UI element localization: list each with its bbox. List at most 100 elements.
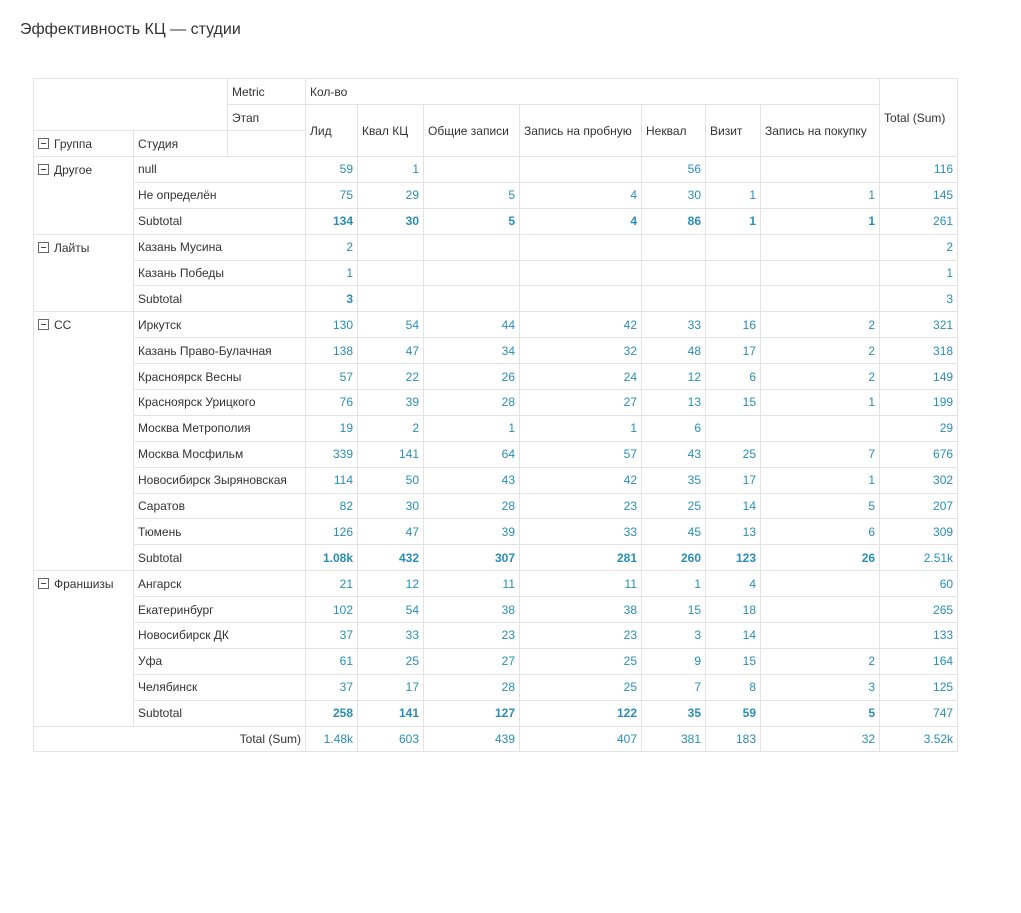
value-cell: 30 — [357, 207, 424, 235]
value-cell: 14 — [705, 492, 761, 520]
value-cell — [705, 285, 761, 313]
value-cell: 122 — [519, 699, 642, 727]
value-cell: 6 — [705, 363, 761, 391]
value-cell: 25 — [705, 440, 761, 468]
value-cell: 258 — [305, 699, 358, 727]
value-cell: 3 — [641, 622, 706, 649]
data-row: Москва Мосфильм 339 141 64 57 43 25 7 676 — [34, 440, 959, 468]
studio-cell: Не определён — [133, 181, 306, 209]
value-cell — [357, 233, 424, 261]
collapse-toggle[interactable] — [38, 137, 49, 149]
value-cell: 45 — [641, 518, 706, 546]
value-cell: 432 — [357, 544, 424, 572]
value-cell: 4 — [519, 207, 642, 235]
value-cell: 5 — [759, 492, 881, 520]
value-cell: 13 — [641, 389, 706, 416]
studio-cell: Москва Мосфильм — [133, 440, 306, 468]
group-cell: Франшизы — [33, 570, 134, 727]
value-cell: 33 — [519, 518, 642, 546]
data-row: Челябинск 37 17 28 25 7 8 3 125 — [34, 673, 959, 701]
studio-cell: Красноярск Урицкого — [133, 389, 306, 416]
value-cell: 138 — [305, 337, 358, 365]
value-cell: 42 — [519, 311, 642, 339]
total-cell: 318 — [879, 337, 959, 365]
total-cell: 2 — [879, 233, 959, 261]
studio-cell: Ангарск — [133, 570, 306, 598]
subtotal-row: Subtotal 134 30 5 4 86 1 1 261 — [34, 207, 959, 235]
table-header: Metric Кол-во Total (Sum) Этап Лид Квал КЦ Общ… — [33, 78, 959, 157]
value-cell: 28 — [423, 492, 520, 520]
total-cell: 29 — [879, 414, 959, 442]
total-cell: 133 — [879, 622, 959, 649]
value-cell: 1.08k — [305, 544, 358, 572]
value-cell: 75 — [305, 181, 358, 209]
value-cell: 2 — [759, 363, 881, 391]
value-cell: 307 — [423, 544, 520, 572]
value-cell: 24 — [519, 363, 642, 391]
value-cell: 1 — [305, 259, 358, 287]
value-cell: 28 — [423, 389, 520, 416]
value-cell: 339 — [305, 440, 358, 468]
group-name: Лайты — [54, 240, 90, 255]
collapse-toggle[interactable] — [38, 578, 49, 590]
collapse-toggle[interactable] — [38, 164, 49, 175]
value-cell — [423, 233, 520, 261]
stage-header: Визит — [705, 104, 761, 157]
total-cell: 1 — [879, 259, 959, 287]
value-cell: 15 — [641, 596, 706, 624]
value-cell — [357, 285, 424, 313]
value-cell: 3 — [759, 673, 881, 701]
value-cell: 50 — [357, 466, 424, 494]
subtotal-label: Subtotal — [133, 207, 306, 235]
value-cell: 4 — [705, 570, 761, 598]
metric-name: Кол-во — [304, 78, 881, 105]
value-cell — [519, 156, 642, 183]
value-cell: 56 — [641, 156, 706, 183]
value-cell: 37 — [305, 673, 358, 701]
total-cell: 265 — [879, 596, 959, 624]
value-cell: 86 — [641, 207, 706, 235]
value-cell: 127 — [423, 699, 520, 727]
data-row: Казань Победы 1 1 — [34, 259, 959, 287]
value-cell: 2 — [759, 337, 881, 365]
value-cell: 1 — [759, 389, 881, 416]
value-cell — [641, 259, 706, 287]
value-cell: 64 — [423, 440, 520, 468]
data-row: Москва Метрополия 19 2 1 1 6 29 — [34, 414, 959, 442]
metric-label: Metric — [227, 78, 306, 105]
value-cell: 6 — [759, 518, 881, 546]
value-cell: 15 — [705, 389, 761, 416]
value-cell — [705, 233, 761, 261]
value-cell: 44 — [423, 311, 520, 339]
value-cell — [759, 570, 881, 598]
value-cell: 30 — [357, 492, 424, 520]
stage-header: Запись на пробную — [519, 104, 642, 157]
value-cell: 18 — [705, 596, 761, 624]
value-cell: 260 — [641, 544, 706, 572]
value-cell: 25 — [641, 492, 706, 520]
total-cell: 125 — [879, 673, 959, 701]
value-cell: 19 — [305, 414, 358, 442]
value-cell: 54 — [357, 596, 424, 624]
data-row: Уфа 61 25 27 25 9 15 2 164 — [34, 647, 959, 675]
data-row: Саратов 82 30 28 23 25 14 5 207 — [34, 492, 959, 520]
value-cell: 1 — [519, 414, 642, 442]
collapse-toggle[interactable] — [38, 241, 49, 253]
value-cell: 30 — [641, 181, 706, 209]
stage-header: Неквал — [641, 104, 706, 157]
total-cell: 2.51k — [879, 544, 959, 572]
value-cell: 1 — [641, 570, 706, 598]
value-cell — [759, 285, 881, 313]
value-cell — [759, 414, 881, 442]
value-cell: 27 — [423, 647, 520, 675]
value-cell: 7 — [641, 673, 706, 701]
collapse-toggle[interactable] — [38, 319, 49, 331]
value-cell: 13 — [705, 518, 761, 546]
value-cell: 407 — [519, 725, 642, 753]
value-cell: 54 — [357, 311, 424, 339]
value-cell — [423, 285, 520, 313]
studio-cell: Тюмень — [133, 518, 306, 546]
value-cell: 35 — [641, 699, 706, 727]
value-cell: 102 — [305, 596, 358, 624]
value-cell: 141 — [357, 440, 424, 468]
